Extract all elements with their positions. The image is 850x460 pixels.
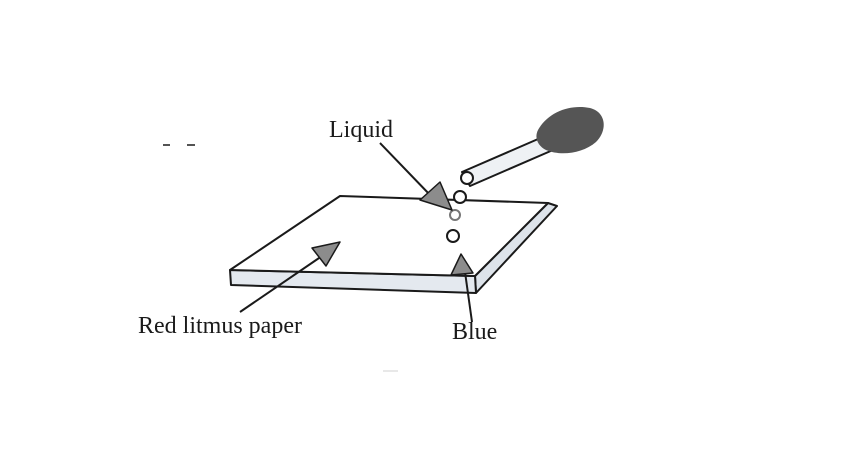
drop bbox=[449, 209, 461, 221]
liquid-label: Liquid bbox=[329, 117, 393, 143]
blue-arrow bbox=[450, 253, 474, 323]
dropper-bulb bbox=[536, 106, 604, 154]
blue-label: Blue bbox=[452, 319, 498, 345]
red-litmus-paper-label: Red litmus paper bbox=[138, 313, 302, 339]
dropper-tip-drop bbox=[460, 171, 474, 185]
litmus-paper bbox=[229, 195, 558, 294]
drop bbox=[453, 190, 467, 204]
liquid-arrow bbox=[379, 142, 453, 211]
dropper bbox=[460, 106, 604, 187]
red-litmus-arrow bbox=[239, 241, 341, 313]
liquid-drops bbox=[446, 190, 467, 243]
paper-top-face bbox=[229, 195, 549, 277]
drop bbox=[446, 229, 460, 243]
